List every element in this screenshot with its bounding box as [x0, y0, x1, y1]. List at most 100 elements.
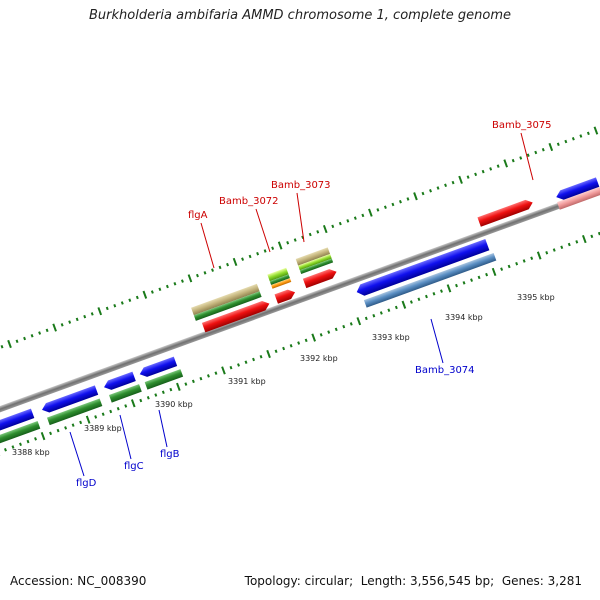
reverse-scale-tick [522, 259, 526, 263]
reverse-scale-tick [214, 371, 218, 375]
reverse-scale-tick [455, 283, 458, 288]
forward-scale-tick [526, 153, 530, 157]
reverse-scale-tick [440, 289, 443, 293]
bamb-3075-arrow[interactable] [477, 198, 534, 227]
right-partial-arrow[interactable] [555, 177, 600, 201]
bamb-3073-cds-feature[interactable] [295, 247, 331, 266]
flga-cds-feature[interactable] [191, 283, 260, 316]
reverse-scale-tick [139, 398, 143, 403]
reverse-scale-tick [364, 316, 368, 321]
reverse-scale-tick [176, 382, 181, 391]
bamb-3072-arrow[interactable] [274, 288, 297, 304]
flgb-arrow[interactable] [138, 356, 178, 379]
forward-scale-tick [593, 126, 599, 135]
flga-arrow[interactable] [201, 299, 271, 333]
forward-scale-tick [466, 175, 470, 179]
forward-scale-tick [489, 167, 493, 171]
forward-scale-tick [534, 150, 538, 155]
bamb-3075-leader-line [520, 132, 534, 181]
reverse-scale-tick [477, 275, 481, 280]
bamb-3073-label[interactable]: Bamb_3073 [271, 180, 331, 191]
reverse-scale-tick [552, 248, 556, 252]
scale-tick-label: 3391 kbp [228, 377, 266, 386]
flgb-gene-feature[interactable] [144, 369, 184, 390]
bamb-3073-gene-feature-2[interactable] [299, 258, 334, 275]
forward-scale-tick [241, 257, 245, 261]
bamb-3073-arrow[interactable] [302, 267, 338, 289]
forward-scale-tick [548, 142, 554, 152]
flgd-label[interactable]: flgD [76, 478, 97, 489]
bamb-3074-label[interactable]: Bamb_3074 [415, 365, 475, 376]
forward-scale-tick [571, 137, 575, 141]
flgc-gene-feature[interactable] [108, 384, 142, 403]
bamb-3072-misc-feature[interactable] [271, 278, 292, 289]
forward-scale-tick [120, 301, 124, 305]
forward-scale-tick [503, 159, 508, 168]
forward-scale-tick [368, 208, 373, 217]
forward-scale-tick [436, 186, 440, 190]
flga-label[interactable]: flgA [188, 210, 208, 221]
flgc-arrow[interactable] [102, 371, 136, 392]
reverse-scale-tick [289, 344, 293, 348]
bamb-3074-arrow[interactable] [355, 238, 490, 298]
reverse-scale-tick [560, 245, 564, 250]
bamb-3074-gene-feature[interactable] [363, 252, 497, 308]
reverse-scale-tick [491, 267, 497, 277]
accession-value: NC_008390 [77, 574, 147, 588]
reverse-scale-tick [311, 333, 316, 342]
reverse-scale-tick [327, 330, 331, 334]
forward-scale-tick [45, 328, 49, 333]
reverse-scale-tick [252, 357, 255, 362]
next-gene-pink-feature[interactable] [557, 186, 600, 210]
reverse-scale-tick [530, 256, 534, 260]
forward-scale-tick [196, 273, 199, 278]
forward-scale-tick [271, 246, 275, 250]
scale-tick-label: 3392 kbp [300, 354, 338, 363]
reverse-scale-tick [409, 300, 413, 304]
forward-scale-tick [398, 199, 402, 204]
flga-gene-feature[interactable] [193, 291, 262, 321]
bamb-3073-gene-feature[interactable] [298, 253, 332, 271]
reverse-scale-tick [485, 272, 489, 277]
left-partial-gene-feature[interactable] [0, 421, 41, 447]
reverse-scale-tick [4, 448, 7, 452]
forward-scale-tick [413, 192, 418, 201]
bamb-3075-label[interactable]: Bamb_3075 [492, 120, 552, 131]
forward-scale-tick [391, 202, 395, 207]
forward-scale-tick [173, 282, 177, 286]
left-partial-arrow[interactable] [0, 408, 35, 436]
flgb-label[interactable]: flgB [160, 449, 180, 460]
forward-scale-tick [165, 284, 169, 289]
forward-scale-tick [218, 265, 222, 270]
reverse-scale-tick [274, 349, 278, 354]
length-label: Length: [360, 574, 407, 588]
scale-tick-label: 3394 kbp [445, 313, 483, 322]
forward-scale-tick [15, 339, 19, 344]
bamb-3072-gene-feature[interactable] [269, 274, 290, 285]
forward-scale-tick [556, 142, 560, 147]
reverse-scale-tick [64, 426, 68, 430]
reverse-scale-tick [590, 234, 594, 239]
forward-scale-tick [113, 303, 117, 308]
bamb-3072-cds-feature[interactable] [267, 267, 289, 282]
forward-scale-tick [474, 172, 478, 177]
reverse-scale-tick [130, 399, 136, 408]
flgd-arrow[interactable] [40, 385, 99, 414]
bamb-3072-label[interactable]: Bamb_3072 [219, 196, 279, 207]
reverse-scale-tick [507, 264, 511, 269]
reverse-scale-ticks [0, 231, 600, 457]
forward-scale-tick [97, 307, 103, 316]
reverse-scale-tick [237, 363, 240, 367]
genes-label: Genes: [501, 574, 544, 588]
flgc-label[interactable]: flgC [124, 461, 144, 472]
forward-scale-tick [346, 219, 350, 223]
forward-scale-tick [361, 213, 365, 218]
forward-scale-tick [511, 158, 515, 163]
forward-scale-tick [338, 221, 342, 226]
forward-scale-tick [451, 180, 455, 185]
forward-scale-tick [586, 131, 590, 136]
reverse-scale-tick [71, 423, 75, 427]
reverse-scale-tick [462, 281, 466, 285]
flgd-gene-feature[interactable] [46, 398, 103, 426]
reverse-scale-tick [500, 267, 504, 271]
